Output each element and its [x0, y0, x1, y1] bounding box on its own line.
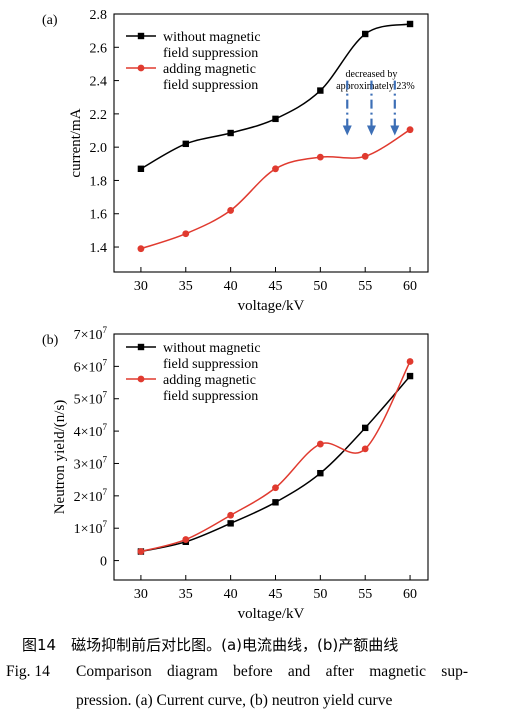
caption-english-line-1: Comparison diagram before and after magn… — [76, 663, 468, 680]
y-tick-label: 1×107 — [74, 519, 108, 537]
x-tick-label: 35 — [179, 587, 193, 602]
data-point — [272, 484, 279, 492]
decrease-arrow-head — [366, 125, 376, 136]
data-point — [316, 440, 324, 448]
x-tick-label: 60 — [403, 279, 417, 294]
legend-label-line-1: adding magnetic — [163, 373, 256, 388]
chart-panel-b: 30 35 40 45 50 55 60 0 1×107 2×107 3×107 4×107 5×107… — [42, 325, 429, 622]
y-tick-label: 1.8 — [90, 174, 108, 189]
y-tick-label: 2.4 — [90, 75, 108, 90]
series-line — [140, 129, 411, 250]
y-tick-label: 3×107 — [74, 454, 108, 472]
legend-marker — [137, 64, 145, 72]
plot-frame — [113, 13, 429, 273]
y-tick-label: 2.0 — [90, 141, 108, 156]
data-point — [406, 358, 414, 365]
x-tick-label: 45 — [268, 279, 282, 294]
x-tick-label: 45 — [268, 587, 282, 602]
data-point — [227, 511, 235, 519]
legend-label-line-1: without magnetic — [163, 30, 261, 45]
data-point — [137, 165, 145, 172]
caption-figure-number: Fig. 14 — [6, 663, 50, 680]
x-tick-label: 55 — [358, 279, 372, 294]
x-tick-label: 50 — [313, 587, 327, 602]
x-axis-label: voltage/kV — [238, 606, 305, 622]
data-point — [316, 153, 324, 161]
data-point — [406, 20, 414, 28]
y-tick-label: 2.6 — [90, 41, 108, 56]
y-tick-label: 0 — [100, 555, 107, 570]
caption-english-line-2: pression. (a) Current curve, (b) neutron… — [76, 692, 393, 709]
legend-label-line-2: field suppression — [163, 46, 258, 61]
plot-frame — [113, 333, 429, 581]
x-tick-label: 40 — [224, 279, 238, 294]
data-point — [227, 129, 234, 137]
y-tick-label: 5×107 — [74, 390, 108, 408]
panel-label: (b) — [42, 333, 59, 348]
x-tick-label: 50 — [313, 279, 327, 294]
data-point — [182, 230, 190, 238]
y-axis-label: current/mA — [68, 108, 84, 177]
panel-label: (a) — [42, 13, 58, 28]
data-point — [361, 152, 369, 160]
legend-marker — [137, 343, 145, 351]
y-tick-label: 2×107 — [74, 487, 108, 505]
data-point — [362, 30, 369, 38]
data-point — [317, 469, 324, 477]
data-point — [406, 372, 414, 380]
data-point — [137, 548, 145, 555]
legend-label-line-2: field suppression — [163, 389, 258, 404]
legend-marker — [137, 375, 145, 383]
y-tick-label: 6×107 — [74, 357, 108, 375]
series-adding-magnetic — [137, 358, 414, 555]
data-point — [272, 165, 279, 173]
decrease-arrow-head — [342, 125, 352, 136]
data-point — [317, 87, 324, 94]
data-point — [182, 140, 189, 148]
series-adding-magnetic — [137, 126, 414, 253]
legend-marker — [137, 32, 145, 40]
data-point — [182, 536, 190, 543]
legend-label-line-1: without magnetic — [163, 341, 261, 356]
x-tick-label: 60 — [403, 587, 417, 602]
data-point — [406, 126, 414, 134]
legend-label-line-1: adding magnetic — [163, 62, 256, 77]
decrease-arrow-head — [390, 125, 400, 136]
figure: 30 35 40 45 50 55 60 1.4 1.6 1.8 2.0 2.2 2.4 2.6 2.8 vo… — [42, 8, 429, 622]
data-point — [272, 115, 279, 123]
x-tick-label: 35 — [179, 279, 193, 294]
x-tick-label: 40 — [224, 587, 238, 602]
x-tick-label: 30 — [134, 279, 148, 294]
legend-label-line-2: field suppression — [163, 357, 258, 372]
y-tick-label: 2.8 — [90, 8, 108, 23]
chart-panel-a: 30 35 40 45 50 55 60 1.4 1.6 1.8 2.0 2.2 2.4 2.6 2.8 vo… — [42, 8, 429, 314]
annotation-text-line-1: decreased by — [346, 69, 398, 80]
data-point — [361, 445, 369, 453]
annotation-text-line-2: approximately 23% — [336, 81, 415, 92]
x-tick-label: 30 — [134, 587, 148, 602]
y-tick-label: 1.4 — [90, 241, 108, 256]
series-without-magnetic — [137, 20, 414, 172]
legend-label-line-2: field suppression — [163, 78, 258, 93]
y-tick-label: 7×107 — [74, 325, 108, 343]
y-tick-label: 4×107 — [74, 422, 108, 440]
y-axis-label: Neutron yield/(n/s) — [52, 400, 68, 515]
y-tick-label: 1.6 — [90, 208, 108, 223]
caption-chinese: 图14 磁场抑制前后对比图。(a)电流曲线，(b)产额曲线 — [22, 636, 399, 654]
data-point — [227, 520, 234, 527]
data-point — [137, 245, 145, 253]
data-point — [362, 424, 369, 432]
data-point — [227, 207, 235, 214]
data-point — [272, 499, 279, 506]
x-tick-label: 55 — [358, 587, 372, 602]
y-tick-label: 2.2 — [90, 108, 108, 123]
x-axis-label: voltage/kV — [238, 298, 305, 314]
